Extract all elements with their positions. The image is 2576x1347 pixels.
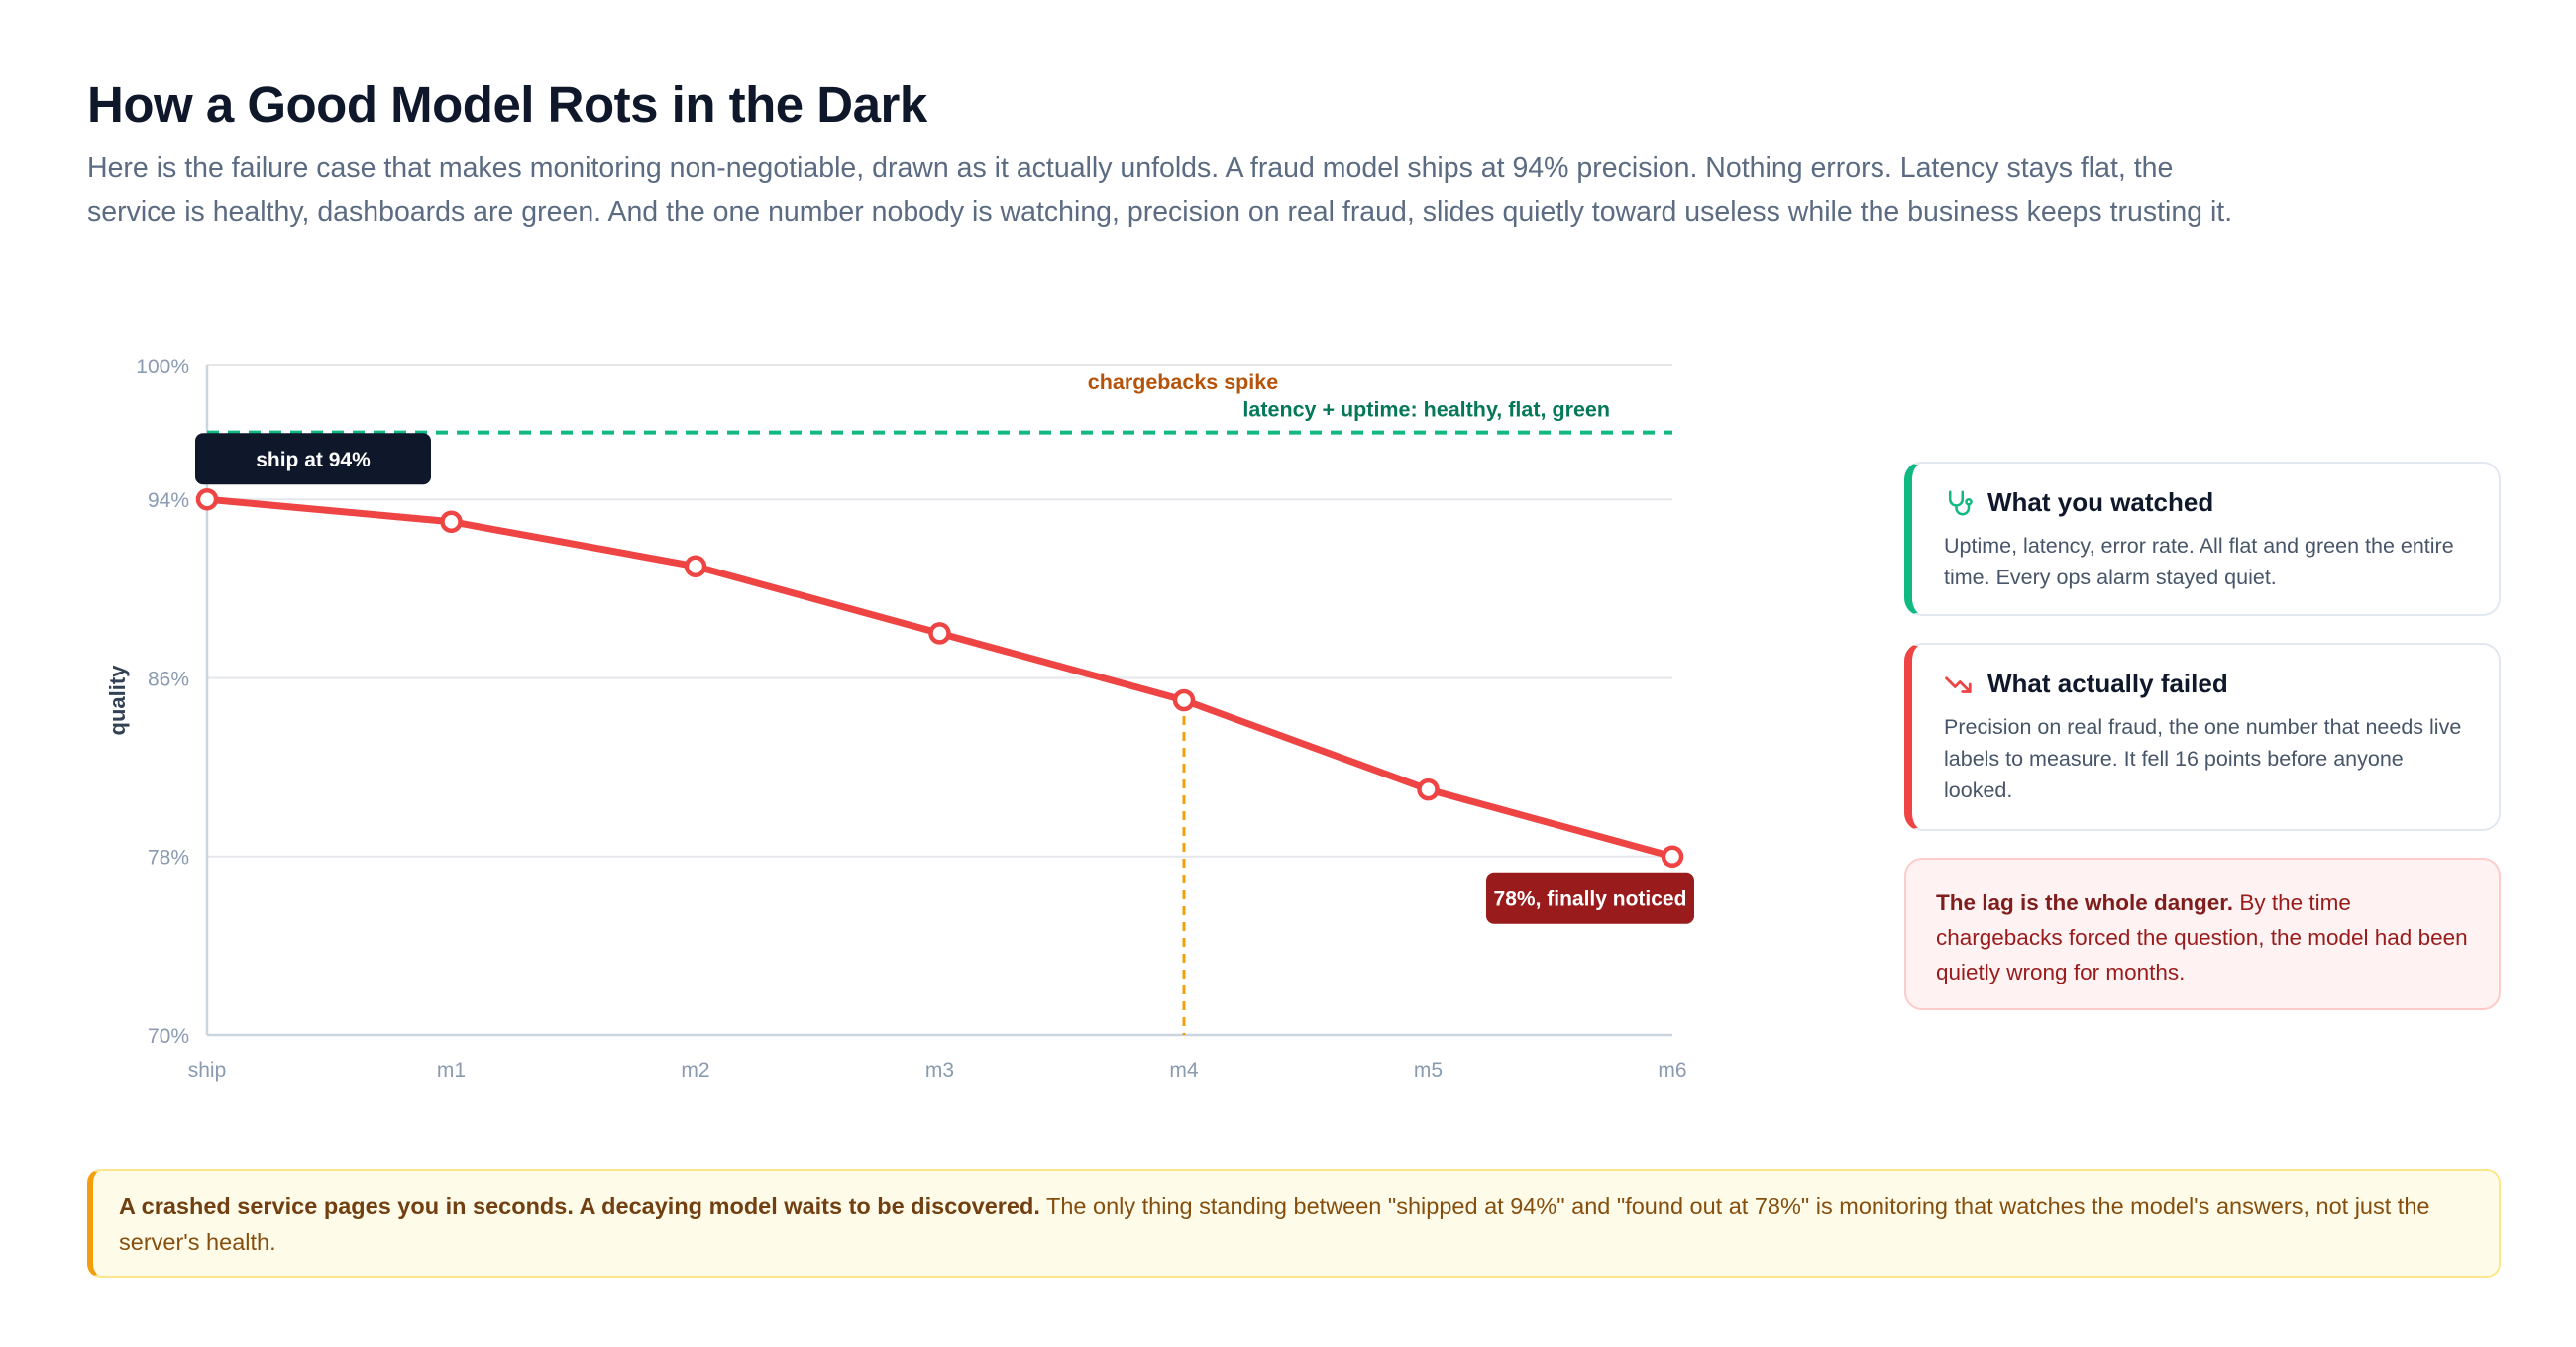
card-title: What you watched [1987,487,2214,517]
event-marker-label: chargebacks spike [1088,370,1278,394]
callout-lead: A crashed service pages you in seconds. … [119,1193,1040,1219]
y-tick-label: 94% [148,489,189,512]
stethoscope-icon [1949,490,1973,515]
x-tick-label: m4 [1169,1059,1198,1082]
start-annotation-badge [195,433,431,485]
card-body: Uptime, latency, error rate. All flat an… [1944,534,2454,589]
danger-body: By the time chargebacks forced the quest… [1936,890,2468,984]
card-what-actually-failed: What actually failed Precision on real f… [1904,643,2501,831]
danger-note: The lag is the whole danger. By the time… [1904,858,2501,1010]
summary-callout: A crashed service pages you in seconds. … [87,1169,2501,1278]
data-point [440,510,463,533]
page-subtitle: Here is the failure case that makes moni… [87,153,2233,228]
data-point [1417,777,1440,801]
card-title: What actually failed [1987,669,2228,698]
data-point [684,555,707,578]
data-point [195,487,219,511]
x-tick-label: m2 [681,1059,709,1082]
data-point [1172,688,1196,712]
x-tick-label: m1 [437,1059,466,1082]
y-axis-label: quality [105,665,130,736]
end-annotation-badge [1486,872,1694,924]
card-body: Precision on real fraud, the one number … [1944,715,2462,802]
page-title: How a Good Model Rots in the Dark [87,76,927,133]
x-tick-label: m5 [1414,1059,1443,1082]
y-tick-label: 78% [148,847,189,870]
danger-lead: The lag is the whole danger. [1936,890,2234,915]
x-tick-label: m3 [925,1059,954,1082]
trending-down-icon [1945,675,1972,693]
data-point [928,622,951,645]
callout-body: The only thing standing between "shipped… [119,1193,2430,1255]
quality-chart: 70% 78% 86% 94% 100% ship m1 m2 m3 m4 m5 m6 quality l… [105,356,1694,1082]
data-point [1661,845,1684,868]
x-tick-label: m6 [1658,1059,1686,1082]
x-tick-label: ship [188,1059,227,1082]
card-what-you-watched: What you watched Uptime, latency, error … [1904,462,2501,616]
y-tick-label: 70% [148,1025,189,1048]
y-tick-label: 86% [148,668,189,690]
end-annotation-label: 78%, finally noticed [1494,888,1687,911]
reference-line-label: latency + uptime: healthy, flat, green [1242,398,1610,422]
start-annotation-label: ship at 94% [256,449,371,471]
y-tick-label: 100% [136,356,189,378]
